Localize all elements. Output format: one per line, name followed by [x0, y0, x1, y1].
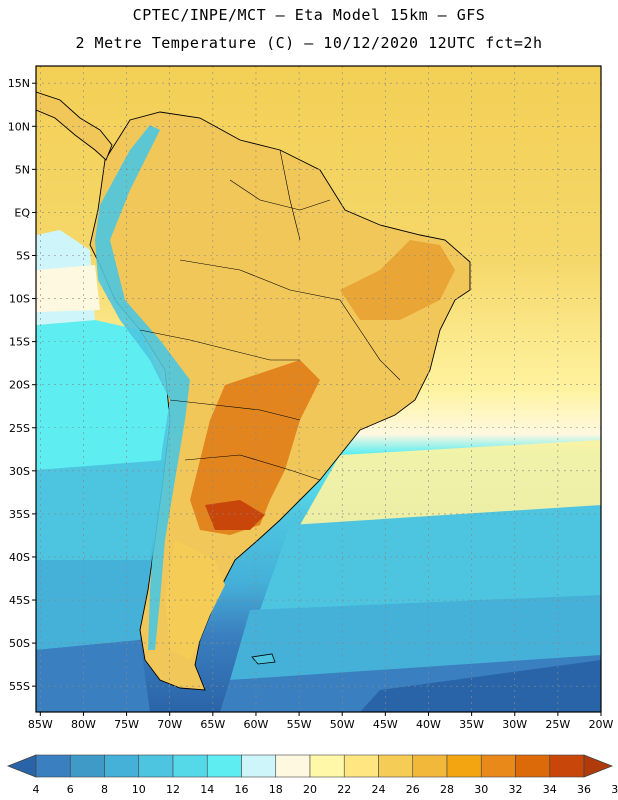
map-frame [35, 65, 602, 713]
colorbar-segment [412, 754, 448, 778]
pacific-mild-band-2 [36, 265, 100, 312]
atlantic-pale-band [300, 440, 601, 525]
lat-label: 45S [9, 594, 30, 607]
map-title-line2: 2 Metre Temperature (C) – 10/12/2020 12U… [75, 34, 543, 52]
map-title-line1: CPTEC/INPE/MCT – Eta Model 15km – GFS [132, 6, 486, 24]
colorbar-labels: 4 6 8 10 12 14 16 18 20 22 24 26 28 30 32 34 36 38 [33, 783, 618, 796]
lon-label: 50W [330, 718, 355, 731]
hottest-spot [205, 500, 265, 530]
colorbar-label: 12 [166, 783, 180, 796]
pacific-cold-band [36, 560, 150, 650]
patagonia-region [165, 540, 225, 660]
colorbar-label: 26 [406, 783, 420, 796]
colorbar-segment [138, 754, 174, 778]
lat-label: 50S [9, 637, 30, 650]
lat-label: EQ [14, 206, 30, 219]
colorbar-label: 20 [303, 783, 317, 796]
lon-label: 80W [71, 718, 96, 731]
lat-label: 15N [8, 77, 30, 90]
colorbar-segment [35, 754, 71, 778]
colorbar-high-arrow [583, 754, 614, 778]
country-borders [139, 149, 401, 481]
latitude-axis: 15N 10N 5N EQ 5S 10S 15S 20S 25S 30S 35S 40S 45S 50S 5… [8, 77, 36, 693]
colorbar-label: 38 [611, 783, 618, 796]
colorbar-segment [69, 754, 105, 778]
colorbar-label: 8 [101, 783, 108, 796]
lat-label: 35S [9, 508, 30, 521]
lon-label: 75W [114, 718, 139, 731]
colorbar-segment [309, 754, 345, 778]
lon-label: 30W [502, 718, 527, 731]
colorbar-label: 32 [509, 783, 523, 796]
lat-label: 20S [9, 379, 30, 392]
colorbar-segment [378, 754, 414, 778]
colorbar-segment [275, 754, 311, 778]
map-panel [36, 66, 601, 712]
colorbar-label: 16 [235, 783, 249, 796]
lon-label: 60W [244, 718, 269, 731]
colorbar-label: 34 [543, 783, 557, 796]
atlantic-cold-band [230, 595, 601, 680]
lon-label: 20W [589, 718, 614, 731]
lat-label: 40S [9, 551, 30, 564]
colorbar-segment [343, 754, 379, 778]
andes-cold-ridge [95, 125, 190, 650]
colorbar-label: 14 [200, 783, 214, 796]
colorbar-label: 30 [474, 783, 488, 796]
lon-label: 70W [157, 718, 182, 731]
lon-label: 40W [416, 718, 441, 731]
colorbar-segment [515, 754, 551, 778]
colorbar-label: 22 [337, 783, 351, 796]
pacific-coldest-band [36, 640, 150, 712]
lat-label: 5N [15, 163, 30, 176]
colorbar-segment [241, 754, 277, 778]
colorbar-segment [172, 754, 208, 778]
colorbar-label: 18 [269, 783, 283, 796]
lat-label: 15S [9, 336, 30, 349]
lat-label: 25S [9, 422, 30, 435]
lon-label: 25W [545, 718, 570, 731]
temperature-colorbar [6, 754, 614, 778]
colorbar-low-arrow [6, 754, 37, 778]
colorbar-label: 6 [67, 783, 74, 796]
colorbar-segment [206, 754, 242, 778]
lon-label: 65W [200, 718, 225, 731]
lat-label: 55S [9, 680, 30, 693]
northeast-warm-region [340, 240, 455, 320]
lat-label: 30S [9, 465, 30, 478]
hot-core-region [190, 360, 320, 535]
atlantic-cool-band [260, 505, 601, 610]
pacific-cool-band [36, 320, 170, 470]
lat-label: 10N [8, 120, 30, 133]
longitude-axis: 85W 80W 75W 70W 65W 60W 55W 50W 45W 40W 35W 30W 25W 2… [28, 712, 614, 731]
lon-label: 35W [459, 718, 484, 731]
lat-label: 5S [16, 249, 30, 262]
colorbar-segment [446, 754, 482, 778]
colorbar-label: 10 [132, 783, 146, 796]
lon-label: 85W [28, 718, 53, 731]
lon-label: 45W [373, 718, 398, 731]
colorbar-segment [480, 754, 516, 778]
colorbar-segment [104, 754, 140, 778]
lat-lon-grid [36, 66, 601, 712]
colorbar-segment [549, 754, 585, 778]
colorbar-label: 36 [577, 783, 591, 796]
lat-label: 10S [9, 293, 30, 306]
pacific-cooler-band [36, 460, 165, 560]
colorbar-label: 28 [440, 783, 454, 796]
lon-label: 55W [287, 718, 312, 731]
colorbar-label: 24 [372, 783, 386, 796]
colorbar-label: 4 [33, 783, 40, 796]
